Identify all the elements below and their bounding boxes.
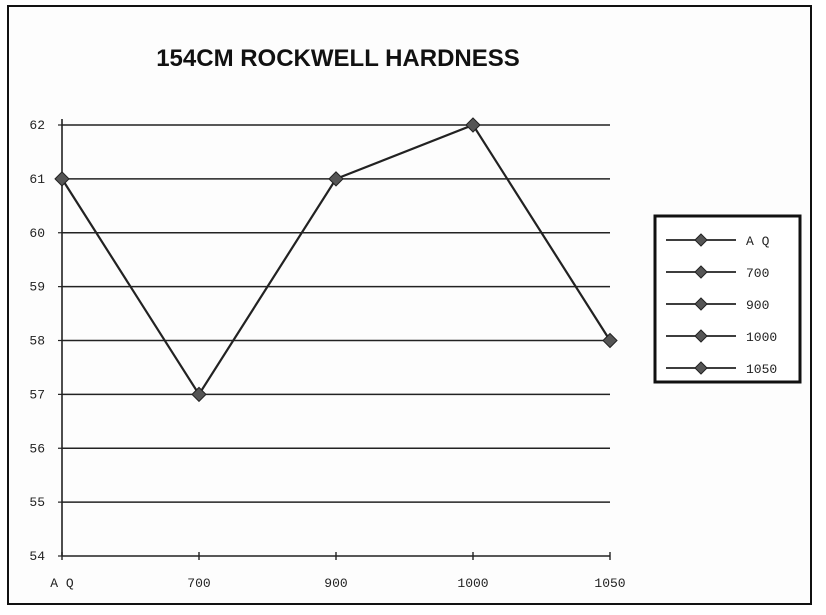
chart-title: 154CM ROCKWELL HARDNESS bbox=[156, 45, 520, 72]
y-tick-label: 59 bbox=[29, 280, 45, 295]
legend-label: 700 bbox=[746, 266, 769, 281]
x-tick-label: 700 bbox=[187, 576, 210, 591]
x-tick-label: A Q bbox=[50, 576, 74, 591]
y-tick-label: 54 bbox=[29, 549, 45, 564]
legend-label: 900 bbox=[746, 298, 769, 313]
x-tick-label: 1050 bbox=[594, 576, 625, 591]
legend-label: 1000 bbox=[746, 330, 777, 345]
y-tick-label: 62 bbox=[29, 118, 45, 133]
legend-marker bbox=[694, 265, 708, 279]
legend-marker bbox=[694, 233, 708, 247]
data-point bbox=[602, 332, 618, 349]
data-point bbox=[328, 171, 344, 187]
legend-marker bbox=[694, 329, 708, 343]
x-tick-label: 900 bbox=[324, 576, 347, 591]
data-point bbox=[465, 117, 481, 133]
series-line bbox=[54, 117, 618, 403]
axes bbox=[58, 119, 611, 560]
x-tick-label: 1000 bbox=[457, 576, 488, 591]
y-tick-label: 56 bbox=[29, 441, 45, 456]
legend: A Q 700 900 1000 1050 bbox=[653, 214, 802, 384]
legend-label: A Q bbox=[746, 234, 770, 249]
y-tick-label: 61 bbox=[29, 172, 45, 187]
legend-label: 1050 bbox=[746, 362, 777, 377]
legend-box bbox=[653, 214, 802, 384]
y-tick-label: 58 bbox=[29, 334, 45, 349]
x-tick-labels: A Q 700 900 1000 1050 bbox=[50, 576, 625, 591]
legend-marker bbox=[694, 297, 708, 311]
data-point bbox=[191, 386, 207, 403]
y-tick-label: 57 bbox=[29, 387, 45, 402]
legend-marker bbox=[694, 361, 708, 375]
y-tick-label: 60 bbox=[29, 226, 45, 241]
series-polyline bbox=[61, 123, 611, 397]
y-tick-label: 55 bbox=[29, 495, 45, 510]
grid-lines bbox=[62, 124, 610, 503]
data-point bbox=[54, 171, 70, 187]
y-tick-labels: 54 55 56 57 58 59 60 61 62 bbox=[29, 118, 45, 564]
